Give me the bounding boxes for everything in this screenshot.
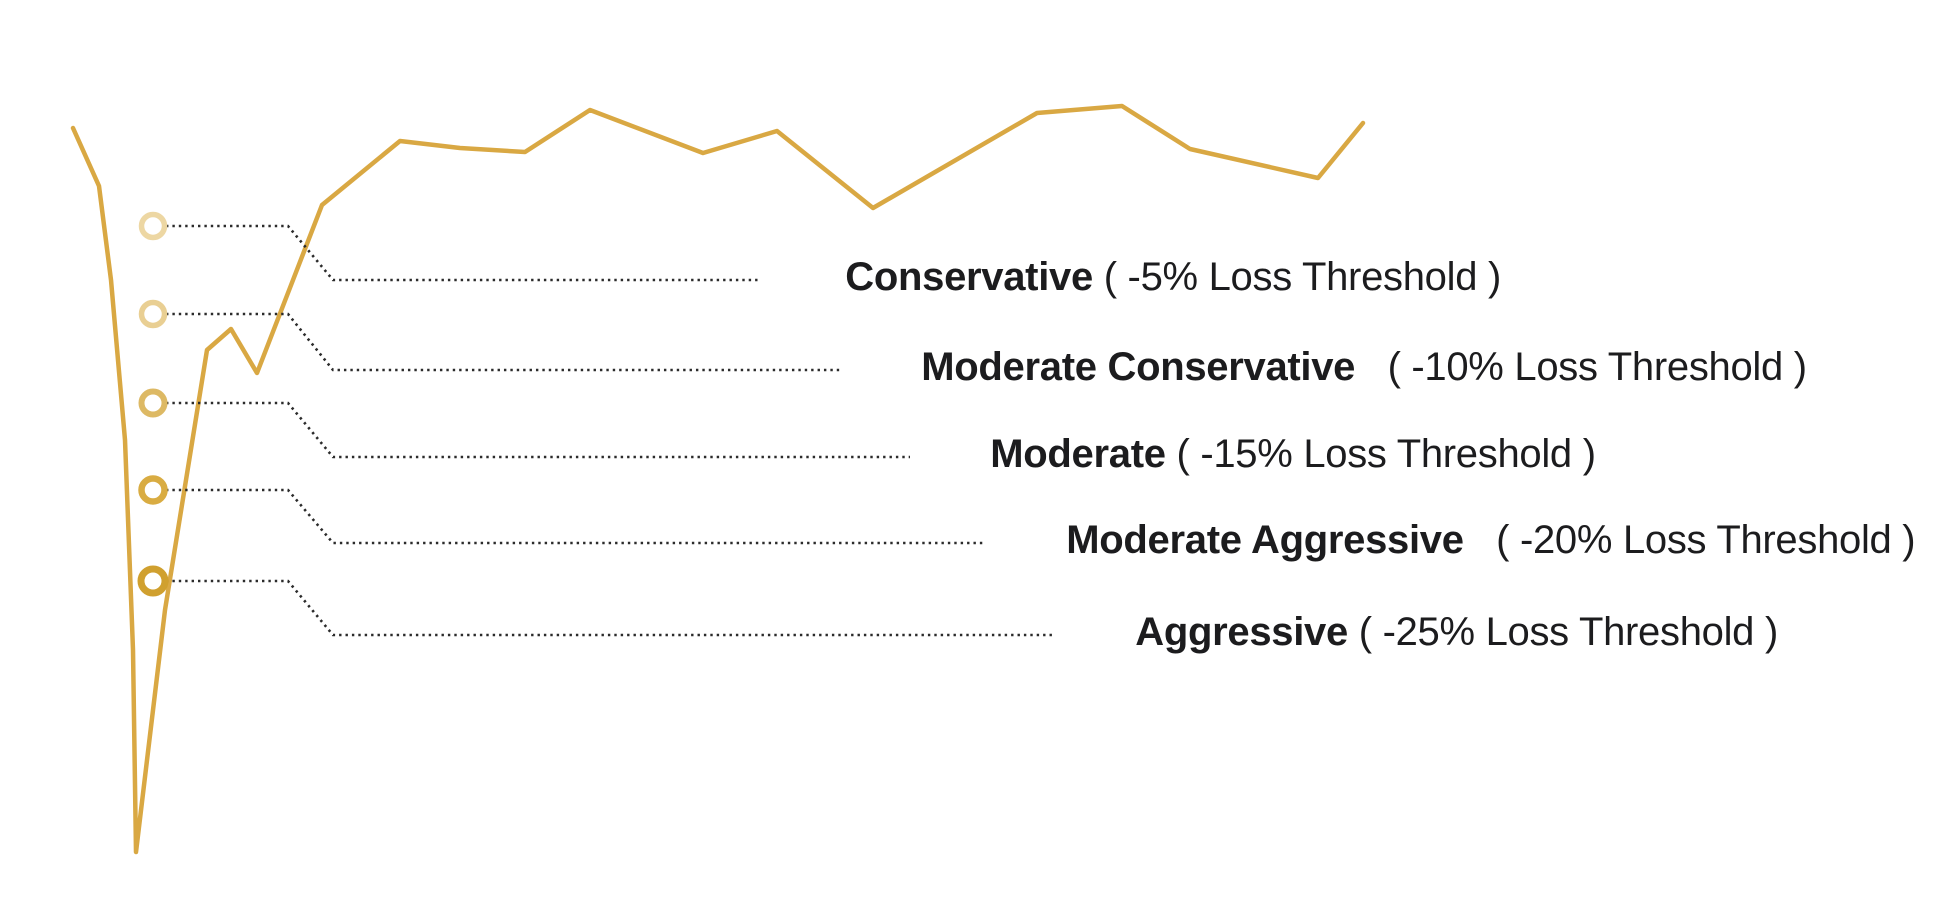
leader-line-moderate [166,401,910,459]
threshold-marker-moderate-aggressive [138,475,168,505]
label-moderate-conservative-threshold: ( -10% Loss Threshold ) [1355,344,1808,389]
label-aggressive-name: Aggressive [1135,609,1348,654]
leader-line-moderate-aggressive [166,488,983,545]
threshold-marker-aggressive [137,565,169,597]
label-moderate-name: Moderate [990,431,1166,476]
label-moderate: Moderate ( -15% Loss Threshold ) [947,387,1596,522]
label-moderate-conservative: Moderate Conservative ( -10% Loss Thresh… [878,300,1807,435]
leader-line-conservative [166,224,758,282]
label-aggressive-threshold: ( -25% Loss Threshold ) [1347,609,1779,654]
leader-line-aggressive [166,579,1052,637]
label-moderate-aggressive-threshold: ( -20% Loss Threshold ) [1463,517,1916,562]
label-conservative-threshold: ( -5% Loss Threshold ) [1092,254,1502,299]
label-moderate-threshold: ( -15% Loss Threshold ) [1165,431,1597,476]
threshold-marker-conservative [138,211,168,241]
label-moderate-aggressive: Moderate Aggressive ( -20% Loss Threshol… [1023,473,1915,608]
label-conservative: Conservative ( -5% Loss Threshold ) [802,210,1501,345]
threshold-marker-moderate [138,388,168,418]
performance-line [70,103,1366,855]
label-conservative-name: Conservative [845,254,1093,299]
label-aggressive: Aggressive ( -25% Loss Threshold ) [1092,565,1778,700]
threshold-marker-moderate-conservative [138,299,168,329]
label-moderate-conservative-name: Moderate Conservative [921,344,1356,389]
label-moderate-aggressive-name: Moderate Aggressive [1066,517,1464,562]
